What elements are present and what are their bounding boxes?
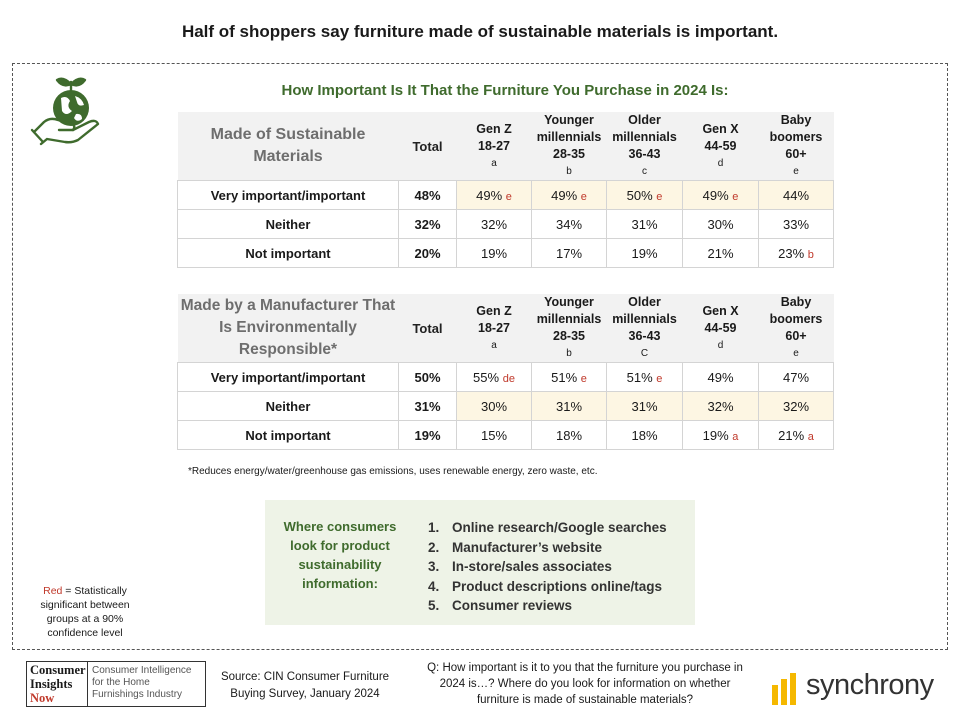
column-header-gen-z: Gen Z 18-27 a: [456, 294, 532, 363]
cell: 55% de: [456, 362, 532, 392]
total-header: Total: [398, 112, 457, 181]
environmental-manufacturer-table: Made by a Manufacturer That Is Environme…: [177, 294, 834, 450]
table-row: Not important 19% 15% 18% 18% 19% a 21% …: [177, 420, 834, 450]
cin-wordmark: Consumer Insights Now: [26, 661, 88, 707]
table-header: Made of Sustainable Materials Total Gen …: [177, 112, 834, 181]
cell: 31%: [606, 209, 683, 239]
synchrony-logo: synchrony: [770, 665, 950, 709]
sustainable-globe-hand-icon: [30, 77, 100, 146]
cin-tagline: Consumer Intelligence for the Home Furni…: [88, 661, 206, 707]
cell: 31%: [531, 391, 607, 421]
cell: 17%: [531, 238, 607, 268]
cell: 21%: [682, 238, 759, 268]
total-header: Total: [398, 294, 457, 363]
headline: Half of shoppers say furniture made of s…: [181, 22, 779, 41]
list-item: 1. Online research/Google searches: [428, 520, 667, 535]
synchrony-wordmark: synchrony: [806, 669, 934, 701]
cell: 23% b: [758, 238, 834, 268]
info-source-list: 1. Online research/Google searches 2. Manu…: [428, 518, 667, 616]
cell: 32%: [758, 391, 834, 421]
cell: 34%: [531, 209, 607, 239]
cell: 18%: [531, 420, 607, 450]
total-value: 50%: [398, 362, 457, 392]
cell: 32%: [456, 209, 532, 239]
cell: 19%: [606, 238, 683, 268]
cell: 51% e: [606, 362, 683, 392]
cell: 21% a: [758, 420, 834, 450]
column-header-younger-millennials: Younger millennials 28-35 b: [531, 294, 607, 363]
table-row: Neither 31% 30% 31% 31% 32% 32%: [177, 391, 834, 421]
cell: 19% a: [682, 420, 759, 450]
total-value: 32%: [398, 209, 457, 239]
sustainability-info-box: [265, 500, 695, 625]
cell: 30%: [456, 391, 532, 421]
row-label: Not important: [177, 420, 399, 450]
table-row: Neither 32% 32% 34% 31% 30% 33%: [177, 209, 834, 239]
cell: 32%: [682, 391, 759, 421]
row-label: Neither: [177, 209, 399, 239]
table-question: Made by a Manufacturer That Is Environme…: [177, 294, 399, 363]
list-item: 5. Consumer reviews: [428, 598, 573, 613]
cell: 51% e: [531, 362, 607, 392]
synchrony-mark-icon: [772, 673, 796, 705]
footnote: *Reduces energy/water/greenhouse gas emi…: [188, 466, 598, 477]
cell: 50% e: [606, 180, 683, 210]
row-label: Very important/important: [177, 180, 399, 210]
row-label: Very important/important: [177, 362, 399, 392]
table-question: Made of Sustainable Materials: [177, 112, 399, 181]
source-note: Source: CIN Consumer Furniture Buying Su…: [220, 671, 390, 700]
column-header-older-millennials: Older millennials 36-43 C: [606, 294, 683, 363]
column-header-younger-millennials: Younger millennials 28-35 b: [531, 112, 607, 181]
info-question: Where consumers look for product sustain…: [283, 519, 397, 591]
chart-subtitle: How Important Is It That the Furniture Y…: [281, 82, 729, 99]
cell: 33%: [758, 209, 834, 239]
cell: 15%: [456, 420, 532, 450]
cell: 19%: [456, 238, 532, 268]
cell: 18%: [606, 420, 683, 450]
total-value: 20%: [398, 238, 457, 268]
total-value: 19%: [398, 420, 457, 450]
table-header: Made by a Manufacturer That Is Environme…: [177, 294, 834, 363]
column-header-gen-x: Gen X 44-59 d: [682, 294, 759, 363]
cell: 49%: [682, 362, 759, 392]
sustainable-materials-table: Made of Sustainable Materials Total Gen …: [177, 112, 834, 268]
list-item: 4. Product descriptions online/tags: [428, 578, 663, 594]
column-header-older-millennials: Older millennials 36-43 c: [606, 112, 683, 181]
content-frame: [12, 63, 948, 650]
list-item: 3. In-store/sales associates: [428, 559, 612, 574]
table-row: Very important/important 48% 49% e 49% e…: [177, 180, 834, 210]
cin-logo: Consumer Insights Now Consumer Intellige…: [26, 661, 206, 707]
total-value: 31%: [398, 391, 457, 421]
column-header-baby-boomers: Baby boomers 60+ e: [758, 112, 834, 181]
table-row: Very important/important 50% 55% de 51% …: [177, 362, 834, 392]
cell: 49% e: [456, 180, 532, 210]
significance-legend: Red = Statistically significant between …: [40, 585, 130, 639]
row-label: Not important: [177, 238, 399, 268]
cell: 49% e: [682, 180, 759, 210]
total-value: 48%: [398, 180, 457, 210]
cell: 44%: [758, 180, 834, 210]
cell: 31%: [606, 391, 683, 421]
column-header-gen-z: Gen Z 18-27 a: [456, 112, 532, 181]
survey-question: Q: How important is it to you that the f…: [427, 662, 743, 706]
row-label: Neither: [177, 391, 399, 421]
column-header-gen-x: Gen X 44-59 d: [682, 112, 759, 181]
cell: 47%: [758, 362, 834, 392]
cell: 49% e: [531, 180, 607, 210]
cell: 30%: [682, 209, 759, 239]
table-row: Not important 20% 19% 17% 19% 21% 23% b: [177, 238, 834, 268]
column-header-baby-boomers: Baby boomers 60+ e: [758, 294, 834, 363]
list-item: 2. Manufacturer’s website: [428, 539, 603, 555]
